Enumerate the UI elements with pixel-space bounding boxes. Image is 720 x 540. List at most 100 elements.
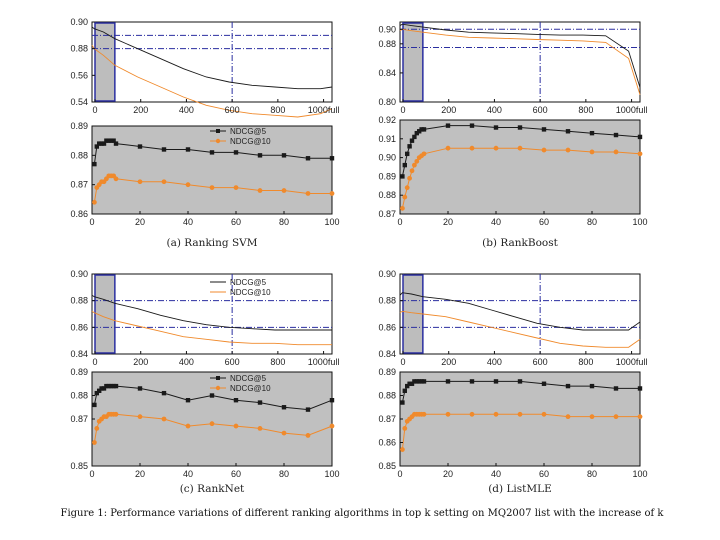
ranknet-bottom-point-ndcg10 [185,423,191,429]
rankboost-bottom-point-ndcg10 [541,147,547,153]
svm-bottom-point-ndcg5 [92,161,97,167]
listmle-bottom-xtick-label: 60 [539,469,549,479]
svm-bottom-xtick-label: 100 [324,217,339,227]
svm-bottom-point-ndcg5 [113,141,119,146]
svm-top-xtick-label: 200 [133,105,148,115]
ranknet-bottom-chart: 0 20 40 60 80 100 0.85 0.87 0.88 0.89 NDCG@5NDCG@1… [70,367,339,495]
listmle-top-series-line [399,292,641,331]
ranknet-bottom-point-ndcg5 [161,390,167,396]
ranknet-bottom-legend-label: NDCG@5 [230,374,267,383]
listmle-bottom-point-ndcg5 [409,381,415,386]
svm-bottom-xtick-label: 80 [279,217,289,227]
ranknet-bottom-point-ndcg10 [257,426,263,431]
listmle-bottom-point-ndcg5 [402,388,407,393]
listmle-bottom-point-ndcg10 [589,414,595,420]
svm-bottom-point-ndcg10 [233,185,239,191]
ranknet-bottom-plot-area [91,371,333,467]
svm-bottom-xtick-label: 20 [135,217,145,227]
svm-top-chart: 0 200 400 600 800 1000full 0.54 0.56 0.88 0.90 [70,17,339,118]
ranknet-bottom-legend-marker [215,385,221,391]
svm-top-ytick-label: 0.56 [70,70,88,80]
ranknet-bottom-point-ndcg10 [92,440,97,445]
svm-bottom-point-ndcg10 [137,179,143,185]
rankboost-top-xtick-label: 0 [400,105,405,115]
rankboost-bottom-point-ndcg5 [405,151,410,157]
ranknet-top-xtick-label: 400 [179,357,194,367]
rankboost-bottom-point-ndcg5 [421,127,427,132]
ranknet-bottom-legend-marker [216,376,220,380]
svm-bottom-point-ndcg10 [161,179,167,185]
rankboost-bottom-point-ndcg5 [541,127,547,132]
ranknet-top-series-line [91,310,332,346]
svm-bottom-point-ndcg5 [104,138,109,143]
svm-bottom-point-ndcg10 [281,188,287,193]
ranknet-bottom-point-ndcg5 [209,393,215,398]
listmle-bottom-xtick-label: 40 [491,469,501,479]
svm-bottom-point-ndcg10 [329,191,335,196]
svm-top-highlight-window [94,22,116,102]
ranknet-bottom-point-ndcg5 [113,383,119,389]
listmle-bottom-point-ndcg5 [637,386,643,391]
listmle-bottom-point-ndcg10 [517,411,523,417]
svm-bottom-legend-label: NDCG@5 [230,127,267,136]
svm-bottom-point-ndcg5 [209,150,215,155]
rankboost-bottom-ytick-label: 0.88 [378,190,396,200]
svm-bottom-point-ndcg10 [257,188,263,193]
svm-bottom-point-ndcg5 [161,147,167,152]
listmle-top-xtick-label: 600 [533,357,548,367]
listmle-top-xtick-label: 1000full [616,357,648,367]
listmle-bottom-point-ndcg5 [414,379,419,384]
listmle-top-series-line [399,310,641,348]
svm-bottom-point-ndcg10 [92,199,97,205]
svm-bottom-point-ndcg5 [257,153,263,158]
rankboost-bottom-ytick-label: 0.89 [378,171,396,181]
rankboost-bottom-point-ndcg10 [493,145,499,151]
svm-bottom-plot-area [91,125,333,215]
ranknet-bottom-point-ndcg5 [109,383,114,389]
rankboost-bottom-chart: 0 20 40 60 80 100 0.87 0.88 0.89 0.90 0.91 0.92 (b) … [378,115,647,249]
listmle-top-xtick-label: 400 [487,357,502,367]
listmle-bottom-point-ndcg10 [445,411,451,417]
rankboost-bottom-point-ndcg10 [565,147,571,153]
rankboost-bottom-point-ndcg10 [409,168,415,174]
ranknet-top-ytick-label: 0.90 [70,269,88,279]
listmle-bottom-xtick-label: 100 [632,469,647,479]
svm-top-plot-area [91,21,333,103]
listmle-bottom-subtitle: (d) ListMLE [488,483,552,495]
svm-bottom-point-ndcg5 [97,141,102,146]
ranknet-bottom-point-ndcg5 [185,398,191,403]
svm-top-ytick-label: 0.88 [70,44,88,54]
listmle-bottom-point-ndcg10 [402,426,408,431]
rankboost-bottom-xtick-label: 100 [632,217,647,227]
svm-bottom-point-ndcg5 [137,144,143,149]
svm-top-series-line [91,26,333,90]
svm-bottom-point-ndcg5 [111,138,116,143]
listmle-bottom-point-ndcg5 [565,383,571,389]
ranknet-bottom-ytick-label: 0.85 [70,461,88,471]
ranknet-top-series-line [91,294,332,331]
svm-top-xtick-label: 800 [270,105,285,115]
svm-bottom-xtick-label: 0 [89,217,94,227]
rankboost-top-xtick-label: 800 [578,105,593,115]
rankboost-bottom-point-ndcg5 [613,132,619,138]
ranknet-bottom-xtick-label: 80 [279,469,289,479]
svm-bottom-ytick-label: 0.89 [70,121,88,131]
listmle-bottom-point-ndcg5 [417,379,422,384]
svm-bottom-point-ndcg5 [233,150,239,155]
ranknet-bottom-point-ndcg10 [94,426,100,431]
listmle-top-xtick-label: 200 [441,357,456,367]
rankboost-top-highlight-window [402,22,424,102]
ranknet-bottom-point-ndcg10 [209,421,215,427]
rankboost-bottom-point-ndcg5 [493,125,499,130]
ranknet-top-xtick-label: 600 [225,357,240,367]
svm-bottom-point-ndcg5 [281,153,287,158]
listmle-top-plot-area [399,273,641,355]
ranknet-bottom-point-ndcg10 [113,411,119,417]
svm-top-xtick-label: 600 [225,105,240,115]
rankboost-bottom-point-ndcg10 [517,145,523,151]
listmle-top-xtick-label: 800 [578,357,593,367]
ranknet-bottom-point-ndcg5 [104,383,109,389]
rankboost-bottom-ytick-label: 0.91 [378,134,396,144]
rankboost-bottom-xtick-label: 60 [539,217,549,227]
